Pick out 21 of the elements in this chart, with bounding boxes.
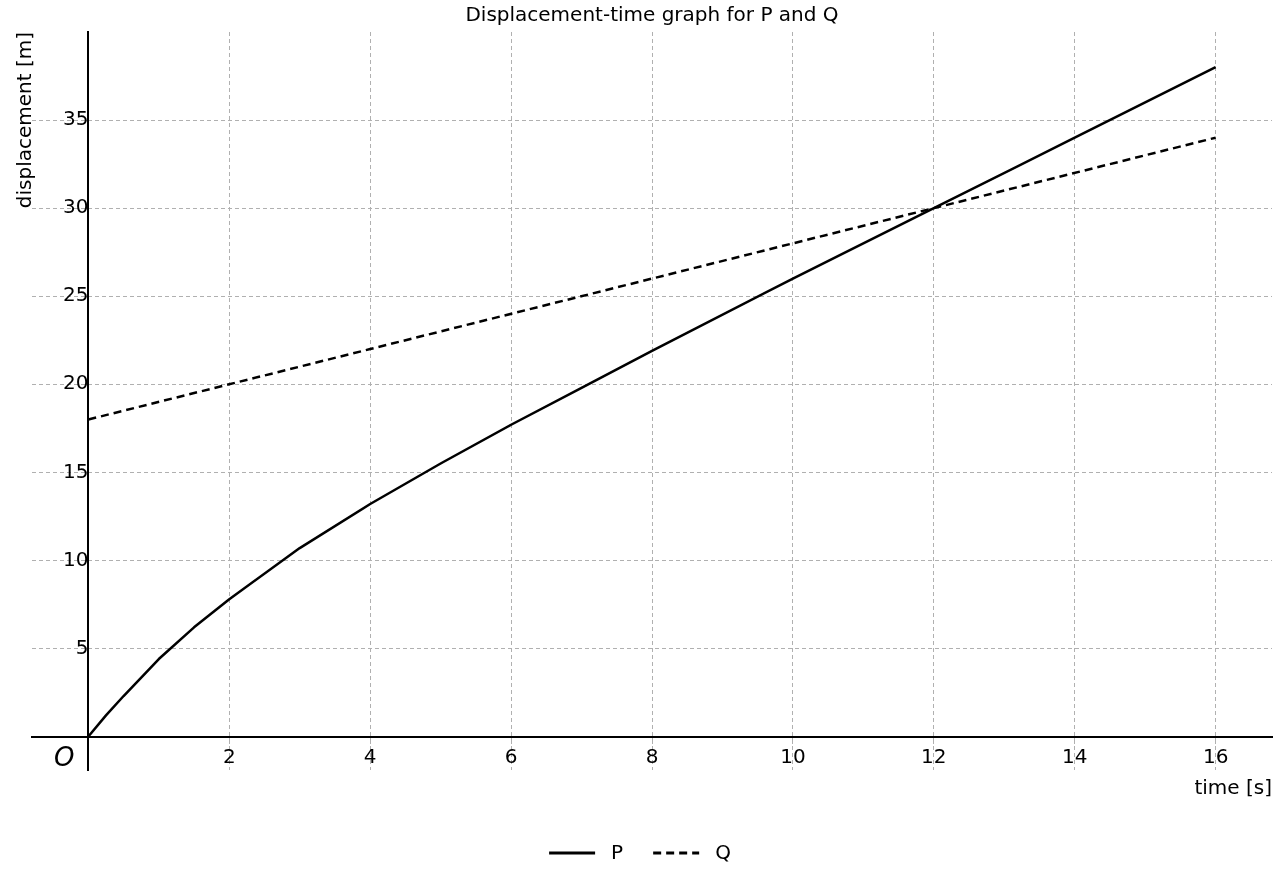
x-tick-label: 14 (1062, 743, 1088, 768)
x-axis-title: time [s] (1194, 774, 1272, 799)
y-tick-label: 35 (62, 106, 89, 131)
x-tick-label: 16 (1202, 743, 1229, 768)
y-tick-label: 20 (62, 370, 89, 395)
x-tick-label: 10 (780, 743, 806, 768)
annotation: O (53, 742, 75, 773)
x-tick-label: 12 (921, 743, 947, 768)
y-tick-label: 10 (62, 546, 89, 571)
y-tick-label: 15 (62, 458, 89, 483)
y-tick-label: 5 (75, 634, 89, 659)
x-tick-label: 8 (645, 743, 659, 768)
legend-label: P (611, 840, 624, 865)
y-axis-title: displacement [m] (12, 32, 37, 209)
chart-title: Displacement-time graph for P and Q (465, 2, 839, 27)
x-tick-label: 2 (222, 743, 236, 768)
y-tick-label: 25 (62, 282, 89, 307)
x-tick-label: 6 (504, 743, 518, 768)
y-tick-label: 30 (62, 194, 89, 219)
x-tick-label: 4 (363, 743, 377, 768)
legend-label: Q (715, 840, 731, 865)
